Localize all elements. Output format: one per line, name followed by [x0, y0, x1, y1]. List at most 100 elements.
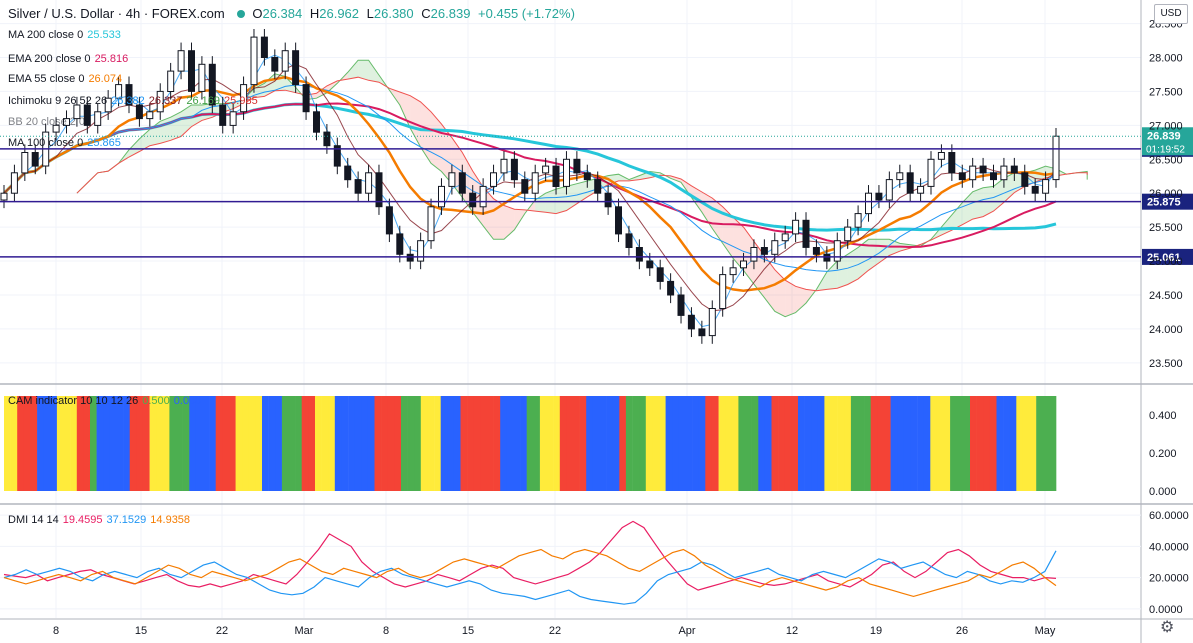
cam-bar: [890, 396, 898, 491]
candle-body: [83, 104, 91, 126]
price-tick-label: 26.500: [1149, 154, 1183, 166]
cam-bar: [751, 396, 759, 491]
candle-body: [73, 104, 81, 120]
candle-body: [1010, 165, 1018, 174]
candle-body: [177, 50, 185, 72]
cam-bar: [983, 396, 991, 491]
candle-body: [365, 172, 373, 194]
candle-body: [615, 206, 622, 235]
time-tick-label: 19: [870, 625, 882, 637]
cam-bar: [811, 396, 819, 491]
candle-body: [354, 179, 362, 194]
cam-bar: [844, 396, 852, 491]
candle-body: [865, 192, 872, 215]
indicator-value: 25.985: [224, 95, 258, 107]
ichimoku-cloud: [410, 95, 421, 148]
cam-bar: [612, 396, 620, 491]
indicator-ichimoku[interactable]: Ichimoku 9 26 52 26 26.382 26.337 26.169 25.…: [8, 95, 262, 107]
cam-bar: [235, 396, 243, 491]
cam-bar: [209, 396, 217, 491]
price-tick-label: 28.000: [1149, 52, 1183, 64]
indicator-bb[interactable]: BB 20 close 2 0: [8, 116, 89, 128]
cam-bar: [17, 396, 25, 491]
chart-header: Silver / U.S. Dollar · 4h · FOREX.com O2…: [8, 6, 579, 21]
cam-bar: [725, 396, 733, 491]
cam-bar: [513, 396, 521, 491]
candle-body: [885, 179, 893, 201]
indicator-ema55[interactable]: EMA 55 close 0 26.074: [8, 73, 126, 85]
indicator-value: 25.533: [87, 29, 121, 41]
cam-bar: [831, 396, 838, 491]
dmi-series-line: [3, 548, 1057, 598]
gear-icon[interactable]: ⚙: [1160, 619, 1175, 636]
cam-bar: [506, 396, 514, 491]
candle-body: [906, 172, 914, 194]
cam-tick-label: 0.400: [1149, 410, 1177, 422]
symbol-title[interactable]: Silver / U.S. Dollar · 4h · FOREX.com: [8, 6, 225, 21]
cam-bar: [109, 396, 117, 491]
candle-body: [792, 219, 800, 235]
indicator-ma200[interactable]: MA 200 close 0 25.533: [8, 29, 125, 41]
candle-body: [63, 118, 70, 126]
candle-body: [833, 240, 841, 262]
ichimoku-cloud: [837, 254, 848, 289]
cam-bar: [248, 396, 256, 491]
candle-body: [281, 50, 289, 72]
ichimoku-cloud: [951, 202, 963, 231]
cam-bar: [387, 396, 395, 491]
cam-bar: [361, 396, 369, 491]
ichimoku-cloud: [993, 178, 1004, 212]
cam-bar: [665, 396, 673, 491]
cam-bar: [625, 396, 633, 491]
indicator-label: EMA 200 close 0: [8, 53, 91, 65]
candle-body: [490, 172, 497, 187]
candle-body: [31, 152, 39, 167]
candle-body: [771, 240, 779, 255]
cam-bar: [56, 396, 64, 491]
candle-body: [188, 50, 195, 92]
candle-body: [854, 213, 862, 228]
cam-bar: [500, 396, 508, 491]
cam-bar: [936, 396, 944, 491]
cam-bar: [520, 396, 528, 491]
level-price-label: 25.875: [1147, 197, 1181, 209]
candle-body: [125, 84, 133, 106]
cam-bar: [685, 396, 693, 491]
cam-bar: [275, 396, 283, 491]
cam-bar: [837, 396, 845, 491]
indicator-ema200[interactable]: EMA 200 close 0 25.816: [8, 53, 132, 65]
last-price-value: 26.839: [1147, 130, 1181, 142]
candle-body: [750, 247, 758, 262]
cam-bar: [870, 396, 878, 491]
ichimoku-cloud: [774, 269, 786, 317]
cam-bar: [229, 396, 236, 491]
close-value: 26.839: [430, 6, 471, 21]
cam-bar: [23, 396, 31, 491]
indicator-value: 37.1529: [106, 514, 147, 526]
indicator-value: 26.382: [111, 95, 145, 107]
candle-body: [146, 111, 154, 120]
candle-body: [698, 328, 706, 337]
cam-bar: [923, 396, 931, 491]
dmi-legend[interactable]: DMI 14 14 19.4595 37.1529 14.9358: [8, 514, 194, 526]
indicator-ma100[interactable]: MA 100 close 0 25.865: [8, 137, 125, 149]
candle-body: [115, 84, 123, 99]
candle-body: [260, 36, 268, 58]
candle-body: [469, 192, 477, 208]
cam-indicator-legend[interactable]: CAM indicator 10 10 12 26 0.500 0.000: [8, 395, 205, 407]
cam-bar: [30, 396, 38, 491]
cam-bar: [176, 396, 183, 491]
candle-body: [219, 104, 227, 126]
currency-button[interactable]: USD: [1154, 4, 1188, 24]
candle-body: [1021, 172, 1029, 187]
price-tick-label: 25.000: [1149, 256, 1183, 268]
candle-body: [21, 152, 29, 174]
candle-body: [1042, 179, 1050, 194]
cam-bar: [745, 396, 752, 491]
candle-body: [448, 172, 456, 187]
cam-bar: [129, 396, 137, 491]
ichimoku-cloud: [556, 186, 567, 214]
cam-bar: [162, 396, 170, 491]
time-tick-label: 12: [786, 625, 798, 637]
